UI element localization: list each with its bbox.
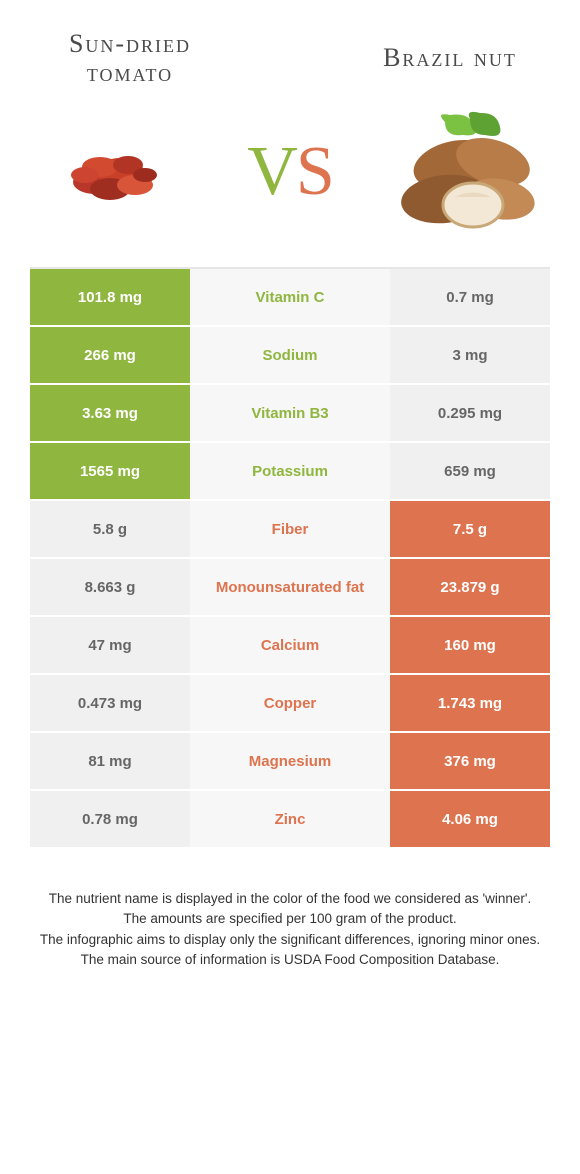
table-row: 0.473 mgCopper1.743 mg <box>30 675 550 733</box>
table-row: 81 mgMagnesium376 mg <box>30 733 550 791</box>
left-food-title: Sun-dried tomato <box>30 30 230 87</box>
right-value-cell: 659 mg <box>390 443 550 499</box>
table-row: 266 mgSodium3 mg <box>30 327 550 385</box>
table-row: 8.663 gMonounsaturated fat23.879 g <box>30 559 550 617</box>
nutrient-label-cell: Calcium <box>190 617 390 673</box>
table-row: 3.63 mgVitamin B30.295 mg <box>30 385 550 443</box>
images-row: VS <box>0 97 580 267</box>
left-value-cell: 101.8 mg <box>30 269 190 325</box>
nutrient-label-cell: Vitamin C <box>190 269 390 325</box>
header-titles: Sun-dried tomato Brazil nut <box>0 0 580 97</box>
nutrient-label-cell: Potassium <box>190 443 390 499</box>
footer-line: The nutrient name is displayed in the co… <box>30 889 550 909</box>
left-value-cell: 3.63 mg <box>30 385 190 441</box>
right-value-cell: 3 mg <box>390 327 550 383</box>
table-row: 1565 mgPotassium659 mg <box>30 443 550 501</box>
footer-line: The main source of information is USDA F… <box>30 950 550 970</box>
table-row: 47 mgCalcium160 mg <box>30 617 550 675</box>
nutrient-label-cell: Vitamin B3 <box>190 385 390 441</box>
nutrient-label-cell: Zinc <box>190 791 390 847</box>
right-value-cell: 7.5 g <box>390 501 550 557</box>
left-value-cell: 1565 mg <box>30 443 190 499</box>
footer-line: The amounts are specified per 100 gram o… <box>30 909 550 929</box>
left-value-cell: 266 mg <box>30 327 190 383</box>
right-value-cell: 4.06 mg <box>390 791 550 847</box>
vs-v: V <box>247 133 296 210</box>
nutrient-label-cell: Magnesium <box>190 733 390 789</box>
left-value-cell: 8.663 g <box>30 559 190 615</box>
comparison-table: 101.8 mgVitamin C0.7 mg266 mgSodium3 mg3… <box>30 267 550 849</box>
right-food-image <box>380 107 550 237</box>
right-value-cell: 0.7 mg <box>390 269 550 325</box>
vs-label: VS <box>247 132 333 212</box>
left-value-cell: 0.473 mg <box>30 675 190 731</box>
table-row: 0.78 mgZinc4.06 mg <box>30 791 550 849</box>
right-value-cell: 1.743 mg <box>390 675 550 731</box>
left-value-cell: 81 mg <box>30 733 190 789</box>
right-value-cell: 0.295 mg <box>390 385 550 441</box>
left-value-cell: 5.8 g <box>30 501 190 557</box>
right-value-cell: 160 mg <box>390 617 550 673</box>
left-value-cell: 47 mg <box>30 617 190 673</box>
table-row: 101.8 mgVitamin C0.7 mg <box>30 269 550 327</box>
right-value-cell: 376 mg <box>390 733 550 789</box>
nutrient-label-cell: Sodium <box>190 327 390 383</box>
right-value-cell: 23.879 g <box>390 559 550 615</box>
left-food-image <box>30 107 200 237</box>
nutrient-label-cell: Monounsaturated fat <box>190 559 390 615</box>
nutrient-label-cell: Copper <box>190 675 390 731</box>
vs-s: S <box>296 133 333 210</box>
footer-line: The infographic aims to display only the… <box>30 930 550 950</box>
right-food-title: Brazil nut <box>350 44 550 73</box>
nutrient-label-cell: Fiber <box>190 501 390 557</box>
table-row: 5.8 gFiber7.5 g <box>30 501 550 559</box>
left-value-cell: 0.78 mg <box>30 791 190 847</box>
footer-notes: The nutrient name is displayed in the co… <box>30 889 550 970</box>
